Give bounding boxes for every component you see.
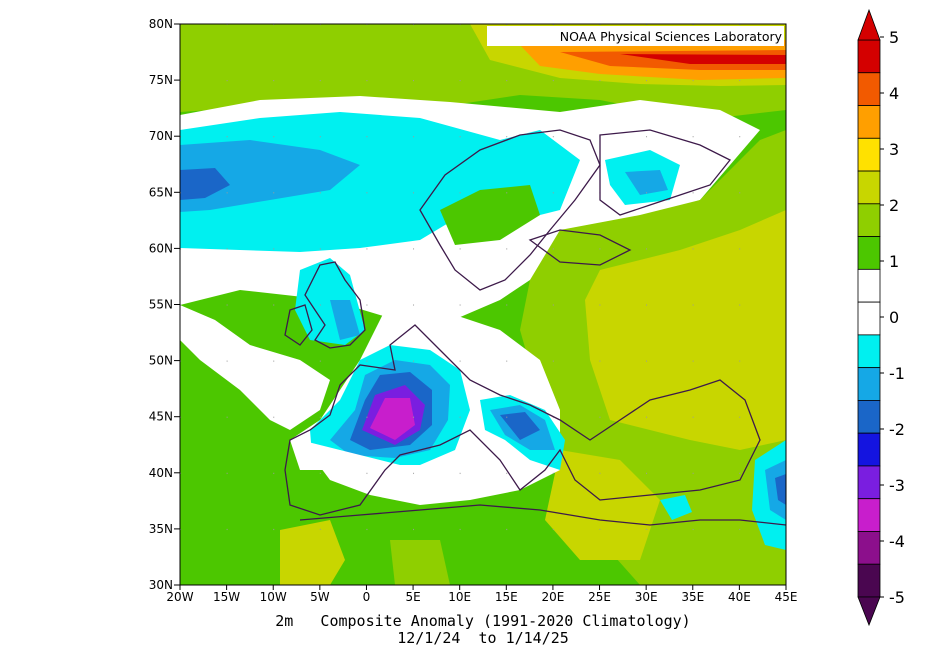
lon-tick-label: 5E: [405, 590, 420, 604]
lon-tick-label: 15E: [495, 590, 518, 604]
longitude-axis: 20W 15W 10W 5W 0 5E 10E 15E 20E 25E 30E 35E 40E 45E: [166, 585, 797, 604]
lon-tick-label: 15W: [213, 590, 240, 604]
colorbar-segment: [857, 563, 881, 598]
colorbar-top-arrow: [857, 8, 881, 41]
colorbar-segment: [857, 72, 881, 106]
caption-line-1: 2m Composite Anomaly (1991-2020 Climatol…: [275, 612, 691, 630]
lon-tick-label: 20E: [541, 590, 564, 604]
colorbar: 5 4 3 2 1 0 -1 -2 -3 -4 -5: [857, 8, 905, 627]
lon-tick-label: 35E: [681, 590, 704, 604]
colorbar-segment: [857, 137, 881, 172]
colorbar-label: 2: [889, 196, 899, 215]
anomaly-field: [180, 24, 786, 585]
colorbar-segment: [857, 531, 881, 565]
lat-tick-label: 60N: [149, 241, 173, 255]
lon-tick-label: 10W: [260, 590, 287, 604]
lon-tick-label: 20W: [166, 590, 193, 604]
lat-tick-label: 75N: [149, 73, 173, 87]
colorbar-segment: [857, 367, 881, 401]
lon-tick-label: 25E: [588, 590, 611, 604]
coast-continental: [284, 324, 761, 516]
colorbar-label: 3: [889, 140, 899, 159]
colorbar-segment: [857, 301, 881, 336]
colorbar-label: -3: [889, 476, 905, 495]
lon-tick-label: 40E: [728, 590, 751, 604]
lat-tick-label: 65N: [149, 185, 173, 199]
lat-tick-label: 35N: [149, 522, 173, 536]
colorbar-segment: [857, 170, 881, 205]
lat-tick-label: 80N: [149, 17, 173, 31]
caption-line-2: 12/1/24 to 1/14/25: [397, 629, 569, 647]
colorbar-segment: [857, 203, 881, 237]
colorbar-segment: [857, 400, 881, 434]
coast-ireland: [284, 304, 313, 346]
colorbar-label: -1: [889, 364, 905, 383]
colorbar-segment: [857, 268, 881, 303]
coast-great-britain: [304, 261, 366, 349]
colorbar-label: 5: [889, 28, 899, 47]
coast-baltic: [528, 229, 632, 266]
lon-tick-label: 10E: [448, 590, 471, 604]
colorbar-label: -2: [889, 420, 905, 439]
colorbar-label: 4: [889, 84, 899, 103]
colorbar-segment: [857, 465, 881, 500]
lon-tick-label: 30E: [635, 590, 658, 604]
graticule-dots: [180, 24, 786, 585]
colorbar-segment: [857, 432, 881, 467]
colorbar-segment: [857, 334, 881, 369]
lat-tick-label: 50N: [149, 354, 173, 368]
lat-tick-label: 55N: [149, 298, 173, 312]
credit-text: NOAA Physical Sciences Laboratory: [560, 29, 783, 44]
colorbar-label: 1: [889, 252, 899, 271]
lon-tick-label: 0: [363, 590, 371, 604]
lat-tick-label: 70N: [149, 129, 173, 143]
coastlines: [284, 129, 786, 526]
colorbar-label: -4: [889, 532, 905, 551]
lon-tick-label: 45E: [775, 590, 798, 604]
colorbar-segment: [857, 498, 881, 532]
latitude-axis: 80N 75N 70N 65N 60N 55N 50N 45N 40N 35N 30N: [149, 17, 180, 592]
coast-scandinavia: [419, 129, 601, 291]
colorbar-label: 0: [889, 308, 899, 327]
colorbar-segment: [857, 39, 881, 74]
credit-box: [487, 26, 784, 46]
colorbar-label: -5: [889, 588, 905, 607]
colorbar-segment: [857, 236, 881, 270]
coast-kola-finland: [599, 129, 732, 216]
lat-tick-label: 30N: [149, 578, 173, 592]
colorbar-bottom-arrow: [857, 596, 881, 627]
lat-tick-label: 40N: [149, 466, 173, 480]
lon-tick-label: 5W: [310, 590, 330, 604]
lat-tick-label: 45N: [149, 410, 173, 424]
colorbar-segment: [857, 105, 881, 139]
coast-north-africa: [299, 504, 786, 526]
